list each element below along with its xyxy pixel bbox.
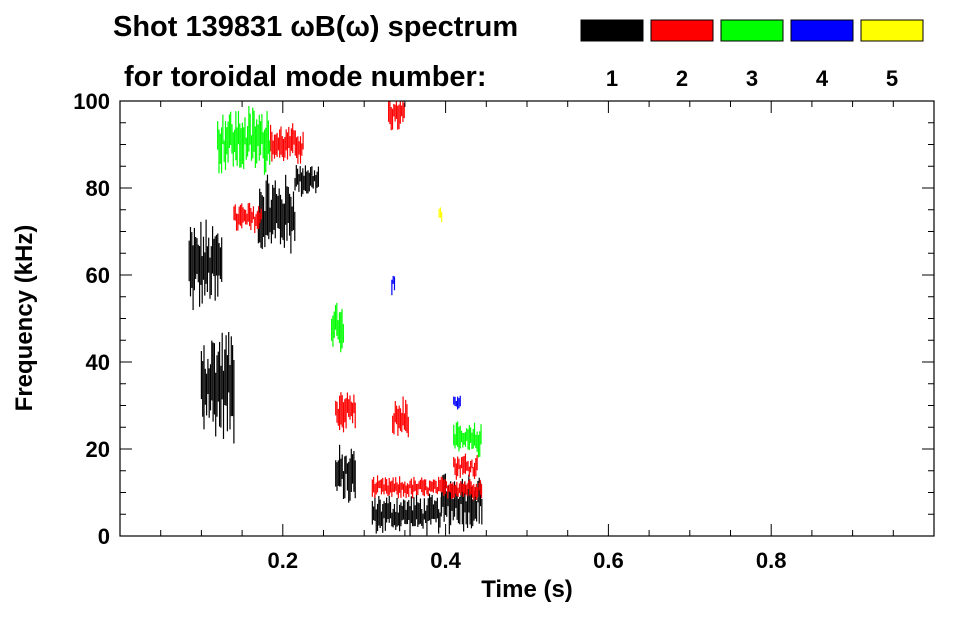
mode-1-segment-2: [257, 174, 296, 254]
mode-1-segment-5: [371, 493, 442, 536]
legend-swatch-mode-3: [720, 19, 784, 42]
mode-1-segment-3: [294, 164, 320, 197]
x-tick-label-0.4: 0.4: [430, 548, 461, 573]
x-tick-label-0.2: 0.2: [268, 548, 299, 573]
x-tick-label-0.8: 0.8: [756, 548, 787, 573]
mode-1-segment-0: [188, 219, 223, 311]
legend-label-mode-1: 1: [606, 66, 618, 91]
mode-1-segment-1: [200, 331, 235, 444]
mode-2-segment-6: [453, 453, 478, 480]
mode-4-segment-0: [391, 275, 396, 296]
mode-1-segment-4: [335, 444, 356, 503]
legend-swatch-mode-5: [860, 19, 924, 42]
legend-label-mode-4: 4: [816, 66, 829, 91]
legend-label-mode-2: 2: [676, 66, 688, 91]
y-tick-label-0: 0: [98, 524, 110, 549]
mode-1-segment-6: [440, 473, 483, 535]
mode-2-segment-3: [388, 101, 405, 131]
axis-ticks: 0.2 0.4 0.6 0.8 0 20 40 60 80 100: [73, 89, 934, 573]
chart-title-line2: for toroidal mode number:: [124, 61, 487, 93]
y-tick-label-40: 40: [86, 350, 110, 375]
mode-5-segment-0: [438, 207, 443, 223]
legend-label-mode-3: 3: [746, 66, 758, 91]
mode-2-segment-4: [392, 396, 409, 438]
mode-2-segment-2: [335, 392, 356, 433]
legend-swatch-mode-2: [650, 19, 714, 42]
plot-frame: [119, 100, 935, 537]
x-tick-label-0.6: 0.6: [593, 548, 624, 573]
legend: 1 2 3 4 5: [580, 19, 924, 91]
mode-3-segment-0: [217, 105, 271, 175]
y-tick-label-60: 60: [86, 263, 110, 288]
chart-title-line1: Shot 139831 ωB(ω) spectrum: [113, 11, 518, 43]
y-tick-label-80: 80: [86, 176, 110, 201]
x-axis-label: Time (s): [481, 576, 573, 603]
mode-3-segment-2: [453, 421, 482, 458]
y-tick-label-100: 100: [73, 89, 110, 114]
legend-label-mode-5: 5: [886, 66, 898, 91]
mode-2-segment-5: [371, 475, 483, 501]
mode-4-segment-1: [453, 395, 461, 410]
y-tick-label-20: 20: [86, 437, 110, 462]
mode-3-segment-1: [331, 302, 344, 353]
y-axis-label: Frequency (kHz): [11, 225, 38, 412]
legend-swatch-mode-4: [790, 19, 854, 42]
legend-swatch-mode-1: [580, 19, 644, 42]
spectrogram-marks: [188, 101, 483, 536]
mode-2-segment-0: [269, 123, 304, 164]
mode-2-segment-1: [233, 202, 262, 234]
